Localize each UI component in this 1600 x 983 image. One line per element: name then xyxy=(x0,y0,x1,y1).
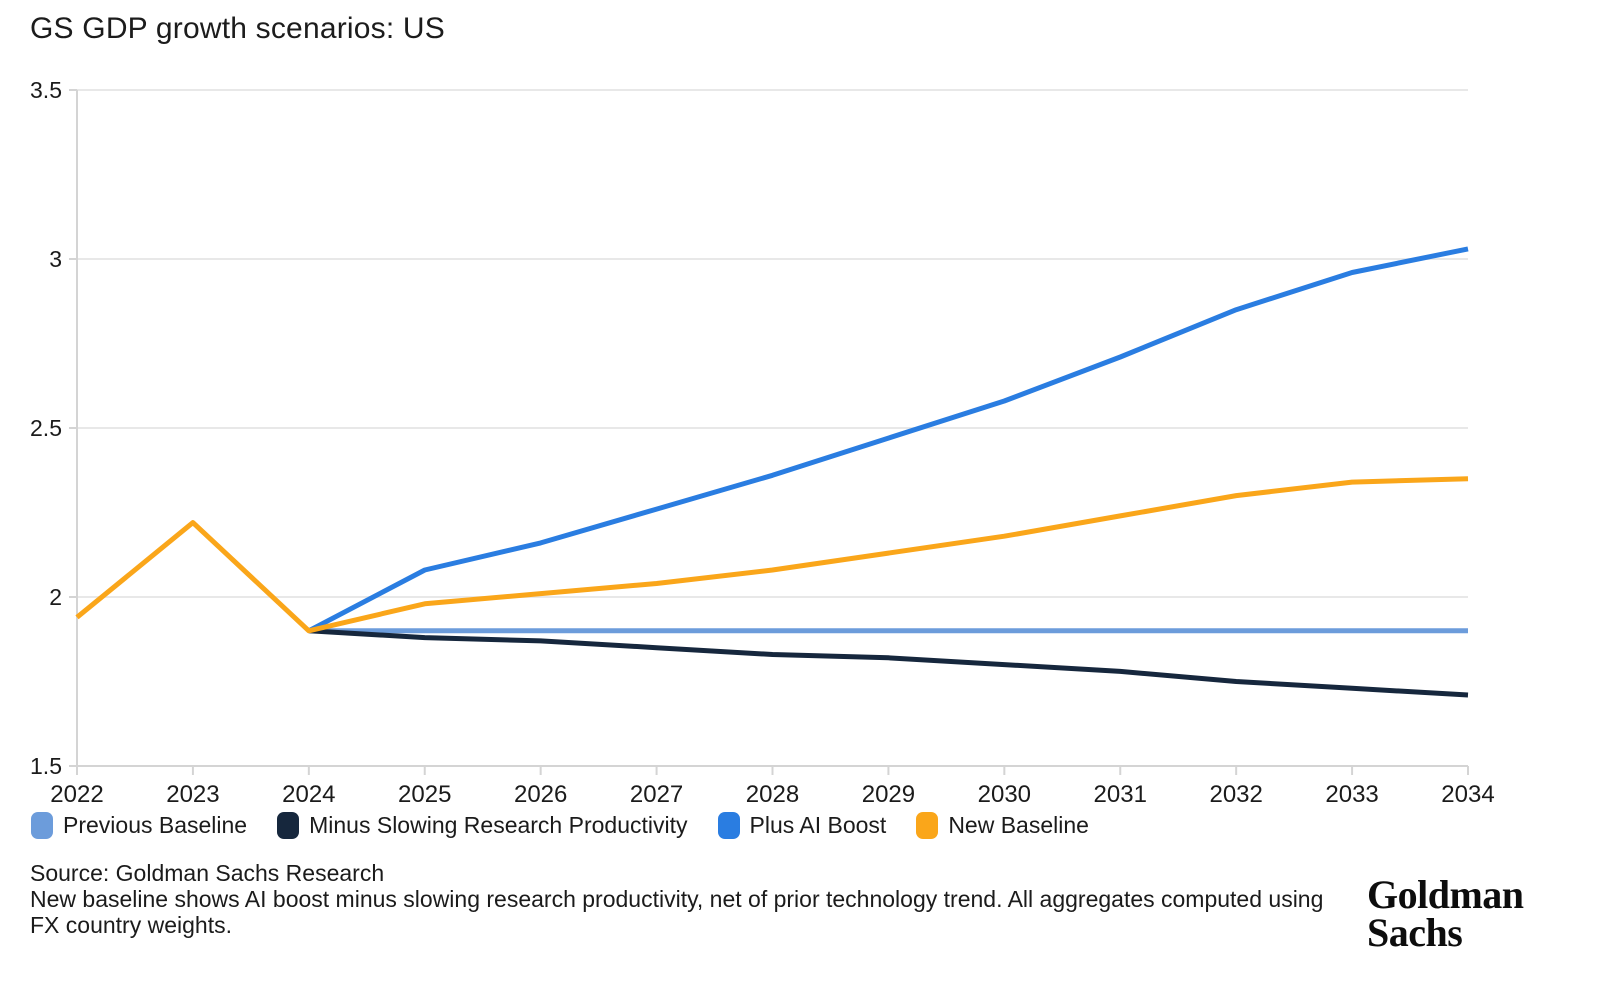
legend-label-plus-ai-boost: Plus AI Boost xyxy=(749,812,887,838)
series-line-new-baseline xyxy=(75,476,1469,634)
x-tick-label-2034: 2034 xyxy=(1441,781,1494,808)
legend-item-plus-ai-boost: Plus AI Boost xyxy=(717,812,887,839)
legend-label-previous-baseline: Previous Baseline xyxy=(63,812,248,838)
x-tick-label-2023: 2023 xyxy=(166,781,219,808)
x-tick-label-2030: 2030 xyxy=(978,781,1031,808)
legend-label-minus-slowing-research-productivity: Minus Slowing Research Productivity xyxy=(309,812,688,838)
y-tick-label-3.5: 3.5 xyxy=(30,77,62,103)
gdp-scenarios-chart: 1.5 2 2.5 3 3.5 2022 2023 2024 2025 2026 2027 2028 2… xyxy=(30,77,1495,808)
axis-labels: 1.5 2 2.5 3 3.5 2022 2023 2024 2025 2026 2027 2028 2… xyxy=(30,77,1495,808)
logo-line-2: Sachs xyxy=(1367,910,1463,955)
chart-title: GS GDP growth scenarios: US xyxy=(30,12,445,45)
legend-label-new-baseline: New Baseline xyxy=(948,812,1089,838)
y-tick-label-1.5: 1.5 xyxy=(30,753,62,779)
x-tick-label-2025: 2025 xyxy=(398,781,451,808)
legend-swatch-new-baseline xyxy=(916,812,939,839)
series-line-plus-ai-boost xyxy=(307,246,1469,634)
x-tick-label-2022: 2022 xyxy=(50,781,103,808)
legend-swatch-minus-slowing-research-productivity xyxy=(277,812,300,839)
x-tick-label-2026: 2026 xyxy=(514,781,567,808)
y-gridlines xyxy=(69,89,1469,775)
x-tick-label-2028: 2028 xyxy=(746,781,799,808)
x-tick-label-2027: 2027 xyxy=(630,781,683,808)
x-tick-label-2031: 2031 xyxy=(1094,781,1147,808)
y-tick-label-3: 3 xyxy=(49,246,62,272)
legend-item-previous-baseline: Previous Baseline xyxy=(31,812,247,839)
chart-footer: Source: Goldman Sachs Research New basel… xyxy=(30,860,1350,938)
series-line-minus-slowing-research-productivity xyxy=(308,628,1469,698)
legend-swatch-plus-ai-boost xyxy=(717,812,740,839)
y-tick-label-2.5: 2.5 xyxy=(30,415,62,441)
logo-line-1: Goldman xyxy=(1367,872,1524,917)
legend-swatch-previous-baseline xyxy=(31,812,53,839)
y-tick-label-2: 2 xyxy=(49,584,62,610)
x-tick-label-2024: 2024 xyxy=(282,781,335,808)
goldman-sachs-logo: Goldman Sachs xyxy=(1367,872,1524,955)
legend-item-new-baseline: New Baseline xyxy=(916,812,1089,839)
x-tick-label-2032: 2032 xyxy=(1209,781,1262,808)
legend-item-minus-slowing-research-productivity: Minus Slowing Research Productivity xyxy=(277,812,688,839)
x-tick-label-2033: 2033 xyxy=(1325,781,1378,808)
chart-legend: Previous Baseline Minus Slowing Research … xyxy=(31,812,1089,839)
source-text: Source: Goldman Sachs Research xyxy=(30,860,385,886)
footnote-text: New baseline shows AI boost minus slowin… xyxy=(30,886,1324,938)
x-tick-label-2029: 2029 xyxy=(862,781,915,808)
